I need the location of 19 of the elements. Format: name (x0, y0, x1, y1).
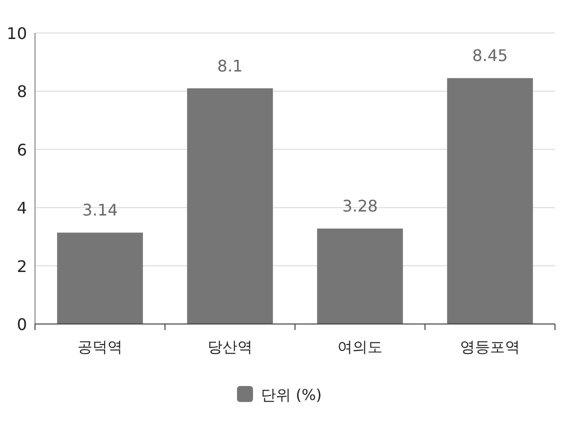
y-tick-label: 4 (16, 198, 27, 218)
y-tick-label: 6 (16, 140, 27, 160)
bar (57, 232, 143, 324)
x-tick-label: 여의도 (338, 338, 382, 356)
y-tick-label: 0 (16, 315, 27, 334)
legend-label: 단위 (%) (261, 386, 322, 404)
data-label: 3.28 (342, 196, 378, 216)
data-label: 8.1 (217, 56, 243, 76)
x-tick-label: 공덕역 (78, 338, 122, 356)
data-label: 3.14 (82, 200, 118, 220)
bar (317, 228, 403, 324)
y-tick-label: 8 (16, 82, 27, 102)
data-label: 8.45 (472, 46, 508, 66)
y-tick-label: 10 (6, 24, 27, 43)
x-tick-label: 당산역 (208, 338, 252, 356)
y-tick-label: 2 (16, 256, 27, 276)
bar (447, 78, 533, 324)
x-tick-label: 영등포역 (460, 338, 520, 356)
bar (187, 88, 273, 324)
